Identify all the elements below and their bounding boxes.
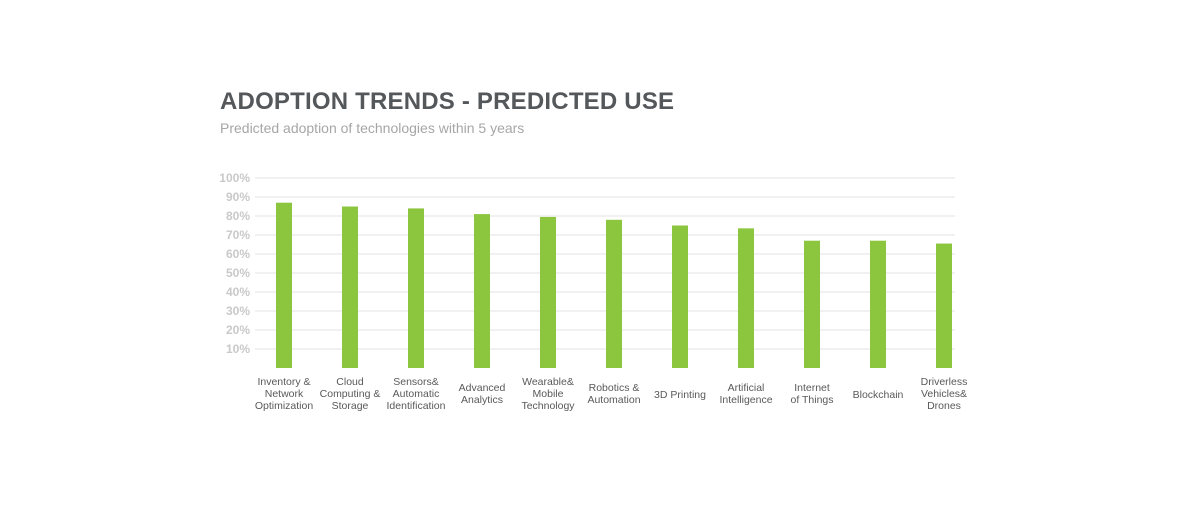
bar-3 — [474, 214, 490, 368]
x-tick-label: Advanced Analytics — [459, 382, 506, 406]
bar-0 — [276, 202, 292, 368]
chart-subtitle: Predicted adoption of technologies withi… — [220, 120, 525, 136]
x-tick-label: Sensors& Automatic Identification — [387, 376, 446, 412]
y-tick-label: 60% — [226, 247, 250, 261]
x-tick-label: Driverless Vehicles& Drones — [921, 376, 968, 412]
x-tick-label: Artificial Intelligence — [719, 382, 772, 406]
bar-9 — [870, 240, 886, 368]
y-tick-label: 100% — [219, 171, 250, 185]
bar-4 — [540, 216, 556, 368]
bar-7 — [738, 228, 754, 368]
bar-5 — [606, 219, 622, 368]
y-tick-label: 20% — [226, 323, 250, 337]
x-tick-label: Internet of Things — [791, 382, 834, 406]
gridlines — [255, 177, 955, 350]
y-tick-label: 30% — [226, 304, 250, 318]
y-tick-label: 40% — [226, 285, 250, 299]
y-tick-label: 90% — [226, 190, 250, 204]
x-tick-label: Inventory & Network Optimization — [255, 376, 314, 412]
y-tick-label: 80% — [226, 209, 250, 223]
bar-1 — [342, 206, 358, 368]
bar-2 — [408, 208, 424, 368]
bar-8 — [804, 240, 820, 368]
bar-10 — [936, 243, 952, 368]
bars — [276, 202, 952, 368]
x-tick-label: Robotics & Automation — [587, 382, 640, 406]
y-tick-label: 50% — [226, 266, 250, 280]
x-tick-label: 3D Printing — [654, 389, 706, 401]
x-tick-label: Cloud Computing & Storage — [320, 376, 381, 412]
y-axis-ticks: 10% 20% 30% 40% 50% 60% 70% 80% 90% 100% — [219, 171, 250, 356]
bar-6 — [672, 225, 688, 368]
x-tick-label: Blockchain — [853, 389, 904, 401]
y-tick-label: 70% — [226, 228, 250, 242]
y-tick-label: 10% — [226, 342, 250, 356]
chart-title: ADOPTION TRENDS - PREDICTED USE — [220, 88, 675, 115]
x-tick-label: Wearable& Mobile Technology — [521, 376, 575, 412]
